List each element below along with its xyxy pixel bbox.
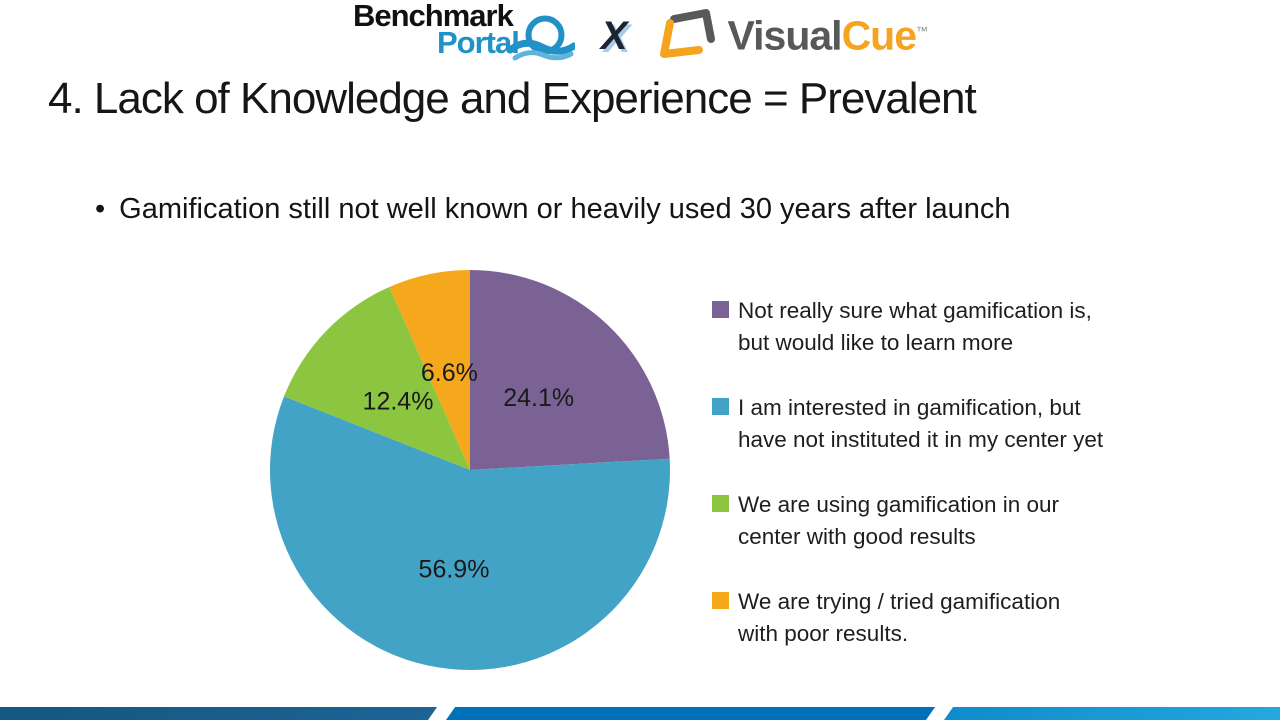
- visualcue-icon: [659, 9, 715, 58]
- pie-label-1: 56.9%: [419, 555, 490, 583]
- pie-label-0: 24.1%: [503, 384, 574, 412]
- trademark-symbol: ™: [916, 24, 928, 38]
- pie-slice-3: [389, 270, 470, 470]
- page-title: 4. Lack of Knowledge and Experience = Pr…: [48, 74, 977, 123]
- legend-item-3: We are trying / tried gamification with p…: [712, 586, 1222, 650]
- pie-slice-0: [470, 270, 670, 470]
- bullet-marker: •: [95, 193, 106, 225]
- legend-item-0: Not really sure what gamification is, but…: [712, 295, 1222, 359]
- benchmark-wordmark: Benchmark: [352, 0, 514, 33]
- x-separator: X: [600, 14, 628, 58]
- legend-label-3: We are trying / tried gamification with p…: [738, 589, 1061, 646]
- pie-label-3: 6.6%: [421, 359, 478, 387]
- bullet-text: • Gamification still not well known or he…: [95, 193, 1215, 226]
- visual-wordmark: Visual: [727, 12, 843, 59]
- legend-swatch-2: [712, 495, 729, 512]
- footer-bar: [0, 707, 1280, 720]
- chart-legend: Not really sure what gamification is, but…: [712, 295, 1222, 683]
- footer-segment-light-blue: [944, 707, 1280, 720]
- bullet-content: Gamification still not well known or hea…: [119, 193, 1011, 225]
- pie-slice-1: [269, 396, 670, 670]
- pie-chart: 24.1% 56.9% 12.4% 6.6%: [266, 266, 674, 674]
- legend-swatch-3: [712, 592, 729, 609]
- legend-label-2: We are using gamification in our center w…: [738, 492, 1059, 549]
- footer-segment-medium-blue: [446, 707, 936, 720]
- pie-label-2: 12.4%: [363, 387, 434, 415]
- legend-item-1: I am interested in gamification, but have…: [712, 392, 1222, 456]
- cue-wordmark: Cue: [841, 12, 917, 59]
- header-logos: Benchmark Portal X VisualCue™: [0, 0, 1280, 66]
- legend-label-1: I am interested in gamification, but have…: [738, 395, 1104, 452]
- footer-segment-dark-blue: [0, 707, 438, 720]
- legend-item-2: We are using gamification in our center w…: [712, 489, 1222, 553]
- benchmarkportal-swoosh-icon: [508, 15, 575, 61]
- visualcue-logo: VisualCue™: [654, 2, 928, 65]
- pie-svg: 24.1% 56.9% 12.4%6.6%: [269, 270, 670, 670]
- pie-slice-2: [284, 286, 470, 470]
- portal-wordmark: Portal: [436, 25, 520, 60]
- benchmarkportal-logo: Benchmark Portal: [352, 0, 575, 64]
- legend-label-0: Not really sure what gamification is, but…: [738, 298, 1092, 355]
- legend-swatch-0: [712, 301, 729, 318]
- legend-swatch-1: [712, 398, 729, 415]
